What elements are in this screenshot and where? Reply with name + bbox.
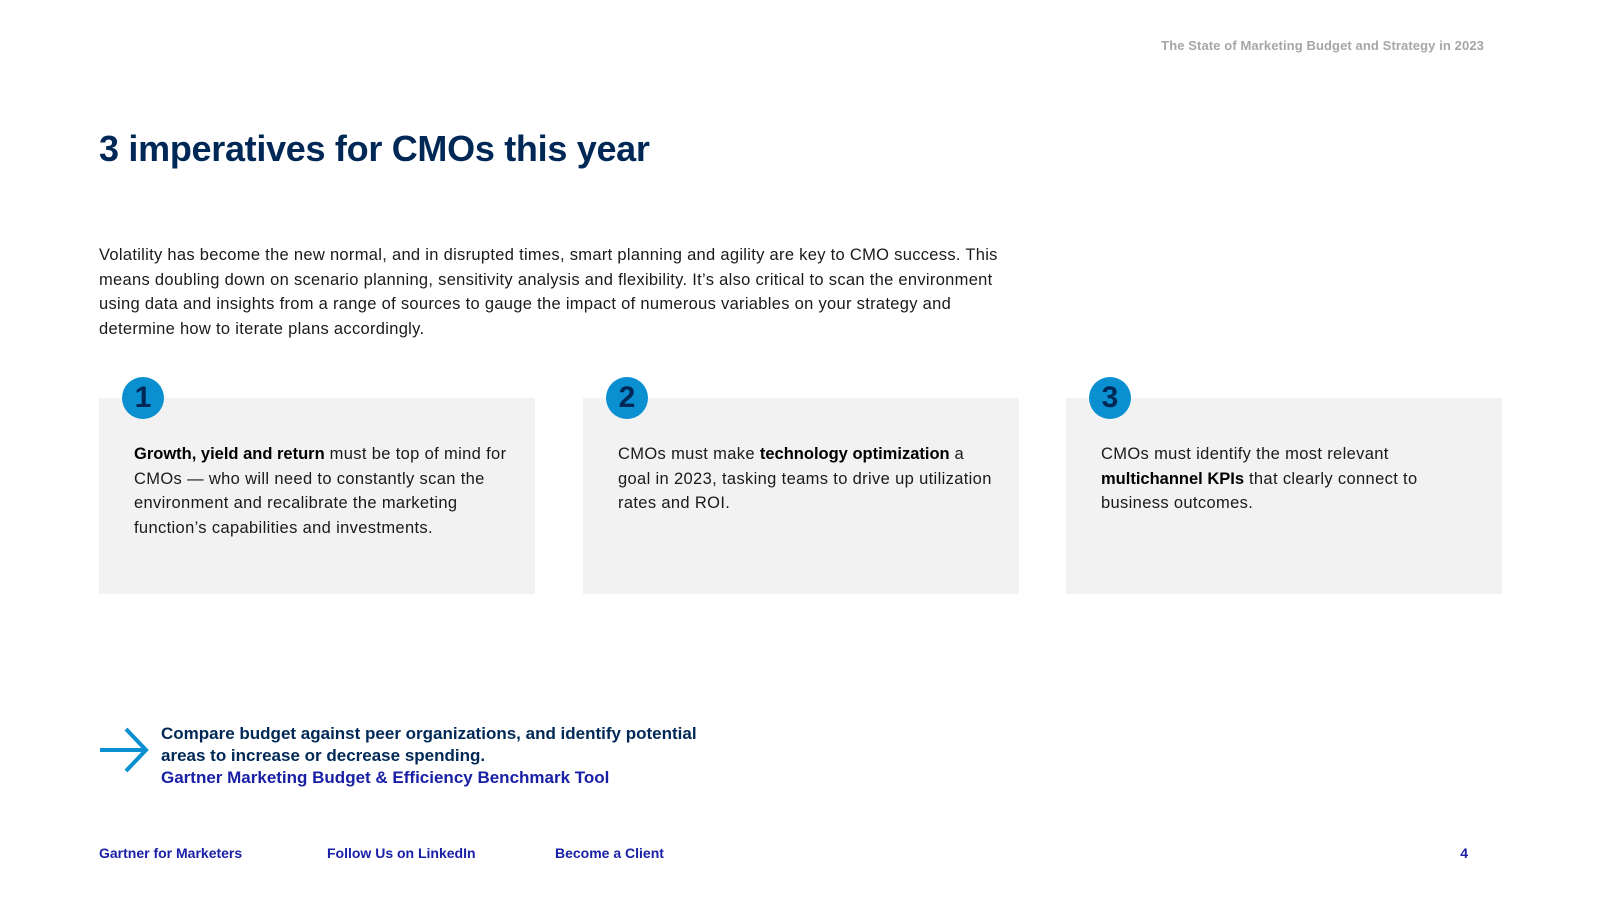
intro-paragraph: Volatility has become the new normal, an… [99, 246, 998, 338]
card-bold-2: technology optimization [759, 445, 950, 463]
card-lead-3: CMOs must identify the most relevant [1101, 445, 1389, 463]
benchmark-tool-link[interactable]: Gartner Marketing Budget & Efficiency Be… [161, 768, 610, 787]
number-badge-3: 3 [1089, 377, 1131, 419]
card-bold-3: multichannel KPIs [1101, 469, 1245, 488]
footer-link-gartner-for-marketers[interactable]: Gartner for Marketers [99, 845, 243, 861]
arrow-right-icon [100, 727, 149, 773]
imperative-card-1: 1 Growth, yield and return must be top o… [99, 377, 535, 594]
benchmark-callout: Compare budget against peer organization… [99, 723, 719, 793]
callout-text: Compare budget against peer organization… [161, 723, 721, 789]
number-badge-1: 1 [122, 377, 164, 419]
card-text-3: CMOs must identify the most relevant mul… [1101, 442, 1481, 516]
page-number: 4 [1460, 845, 1468, 861]
card-rest-1: must be top of mind for CMOs — who will … [134, 445, 507, 537]
number-badge-2: 2 [606, 377, 648, 419]
imperative-card-2: 2 CMOs must make technology optimization… [583, 377, 1019, 594]
callout-description: Compare budget against peer organization… [161, 724, 697, 765]
card-rest-2: a goal in 2023, tasking teams to drive u… [618, 445, 992, 512]
card-text-2: CMOs must make technology optimization a… [618, 442, 998, 516]
imperative-card-3: 3 CMOs must identify the most relevant m… [1066, 377, 1502, 594]
card-bold-1: Growth, yield and return [134, 445, 325, 463]
card-lead-2: CMOs must make [618, 445, 760, 463]
footer-link-linkedin[interactable]: Follow Us on LinkedIn [327, 845, 476, 861]
card-text-1: Growth, yield and return must be top of … [134, 442, 514, 540]
card-rest-3: that clearly connect to business outcome… [1101, 469, 1418, 513]
page-title: 3 imperatives for CMOs this year [99, 128, 650, 169]
footer-link-become-client[interactable]: Become a Client [555, 845, 664, 861]
running-header: The State of Marketing Budget and Strate… [1161, 38, 1484, 53]
